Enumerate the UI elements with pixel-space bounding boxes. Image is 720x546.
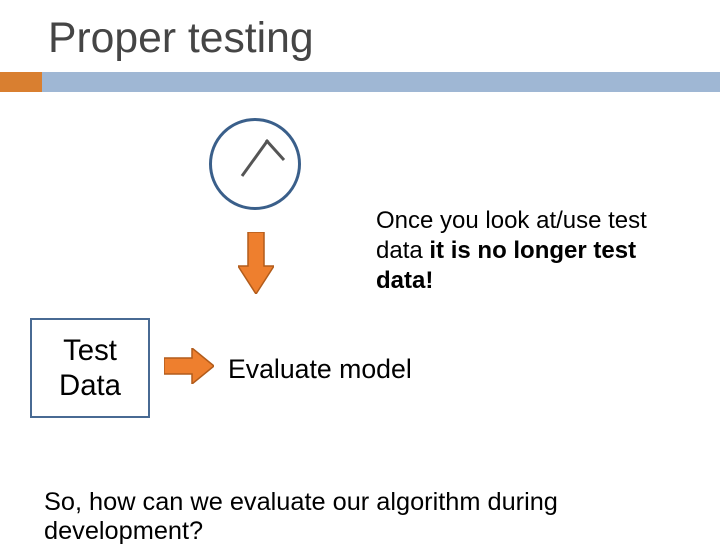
stickfigure-head-circle — [209, 118, 301, 210]
slide: Proper testing Once you look at/use test… — [0, 0, 720, 540]
title-underline-main — [42, 72, 720, 92]
slide-title: Proper testing — [48, 14, 314, 63]
arrow-right-shape — [164, 348, 214, 384]
callout-text: Once you look at/use test data it is no … — [376, 206, 656, 296]
evaluate-model-label: Evaluate model — [228, 354, 412, 385]
test-data-label-line1: Test — [63, 334, 117, 367]
test-data-label: Test Data — [59, 333, 121, 403]
test-data-label-line2: Data — [59, 369, 121, 402]
title-underline-accent — [0, 72, 42, 92]
test-data-box: Test Data — [30, 318, 150, 418]
arrow-right-icon — [164, 348, 214, 384]
arrow-down-shape — [238, 232, 274, 294]
bottom-question: So, how can we evaluate our algorithm du… — [44, 488, 720, 546]
title-underline — [0, 72, 720, 92]
arrow-down-icon — [238, 232, 274, 294]
